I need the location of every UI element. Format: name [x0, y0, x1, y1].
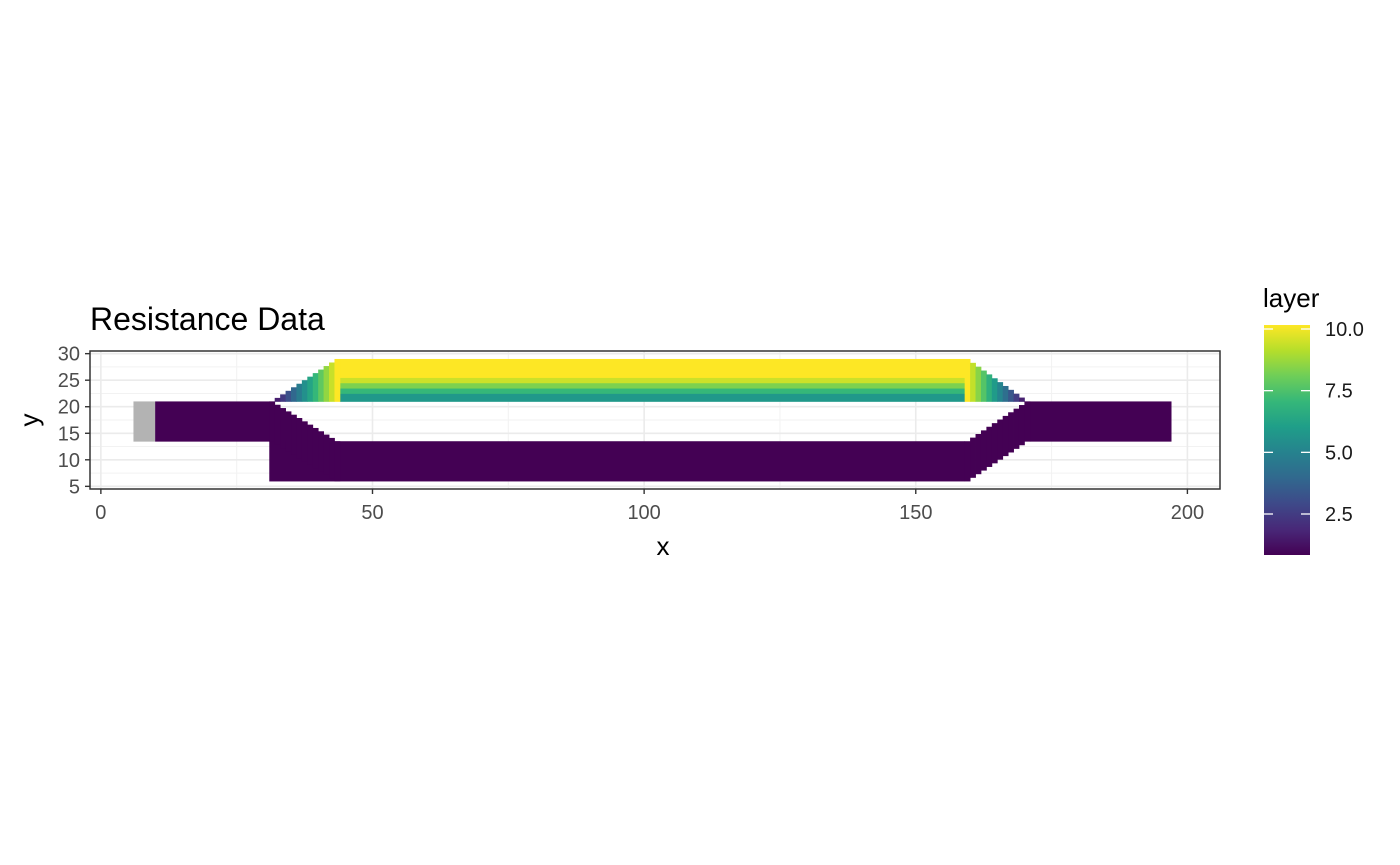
- x-axis: 0 50 100 150 200: [95, 489, 1204, 524]
- x-tick-label: 100: [627, 502, 660, 524]
- tile-connector: [280, 408, 286, 449]
- chart-title: Resistance Data: [90, 301, 325, 337]
- tile-connector: [307, 424, 314, 465]
- legend-ticks: 2.5 5.0 7.5 10.0: [1264, 319, 1364, 526]
- legend: layer 2.5 5.0 7.5 10.0: [1263, 283, 1364, 555]
- tile-connector: [291, 414, 297, 455]
- x-tick-label: 200: [1171, 502, 1204, 524]
- tile-connector: [285, 390, 292, 402]
- tile-region: [133, 401, 156, 442]
- tile-region: [339, 358, 966, 378]
- tile-connector: [312, 427, 319, 469]
- tile-connector: [1018, 397, 1025, 402]
- y-axis-title: y: [14, 414, 44, 427]
- tile-connector: [1002, 385, 1009, 402]
- raster-tiles: [133, 358, 1172, 482]
- x-tick-label: 150: [899, 502, 932, 524]
- y-tick-label: 5: [69, 476, 80, 498]
- tile-connector: [986, 374, 993, 402]
- tile-connector: [964, 441, 971, 482]
- tile-connector: [329, 362, 335, 402]
- tile-connector: [269, 401, 276, 442]
- y-tick-label: 30: [58, 344, 80, 366]
- tile-region: [339, 388, 966, 394]
- tile-connector: [991, 423, 998, 464]
- tile-connector: [970, 437, 976, 478]
- y-axis: 5 10 15 20 25 30: [58, 344, 90, 498]
- tile-connector: [318, 431, 325, 472]
- tile-region: [155, 401, 270, 442]
- legend-tick-label: 7.5: [1325, 381, 1353, 403]
- tile-connector: [1002, 415, 1009, 457]
- tile-connector: [980, 370, 987, 402]
- tile-connector: [970, 362, 976, 402]
- legend-tick-label: 10.0: [1325, 319, 1364, 341]
- tile-connector: [323, 366, 330, 402]
- tile-connector: [997, 419, 1004, 460]
- tile-connector: [1008, 412, 1014, 453]
- tile-connector: [312, 373, 319, 402]
- tile-connector: [285, 411, 292, 452]
- y-tick-label: 10: [58, 450, 80, 472]
- legend-title: layer: [1263, 283, 1320, 313]
- x-tick-label: 50: [361, 502, 383, 524]
- tile-connector: [986, 426, 993, 467]
- tile-connector: [991, 378, 998, 402]
- x-tick-label: 0: [95, 502, 106, 524]
- tile-connector: [318, 369, 325, 402]
- tile-connector: [975, 433, 982, 475]
- tile-connector: [291, 387, 297, 402]
- y-tick-label: 25: [58, 370, 80, 392]
- tile-connector: [274, 404, 281, 445]
- tile-connector: [329, 437, 335, 479]
- tile-connector: [975, 366, 982, 402]
- tile-connector: [274, 397, 281, 402]
- tile-region: [1029, 401, 1172, 442]
- plot-panel-border: [89, 350, 1221, 490]
- tile-connector: [334, 358, 341, 402]
- y-tick-label: 20: [58, 397, 80, 419]
- tile-connector: [301, 380, 308, 402]
- tile-connector: [296, 383, 303, 402]
- legend-tick-label: 5.0: [1325, 442, 1353, 464]
- legend-colorbar: [1264, 325, 1310, 555]
- tile-region: [339, 377, 966, 384]
- tile-connector: [323, 434, 330, 475]
- x-axis-title: x: [657, 531, 670, 561]
- tile-connector: [964, 358, 971, 402]
- tile-connector: [307, 376, 314, 402]
- tile-connector: [1013, 393, 1020, 402]
- tile-region: [339, 382, 966, 389]
- tile-region: [269, 441, 966, 482]
- tile-connector: [280, 394, 286, 402]
- tile-connector: [980, 430, 987, 471]
- tile-connector: [1013, 408, 1020, 449]
- tile-connector: [296, 418, 303, 459]
- legend-tick-label: 2.5: [1325, 504, 1353, 526]
- tile-connector: [334, 441, 341, 482]
- tile-connector: [301, 421, 308, 462]
- tile-connector: [1024, 401, 1031, 442]
- tile-connector: [1018, 405, 1025, 446]
- tile-connector: [1008, 389, 1014, 402]
- y-tick-label: 15: [58, 423, 80, 445]
- tile-region: [339, 393, 966, 402]
- tile-connector: [997, 382, 1004, 402]
